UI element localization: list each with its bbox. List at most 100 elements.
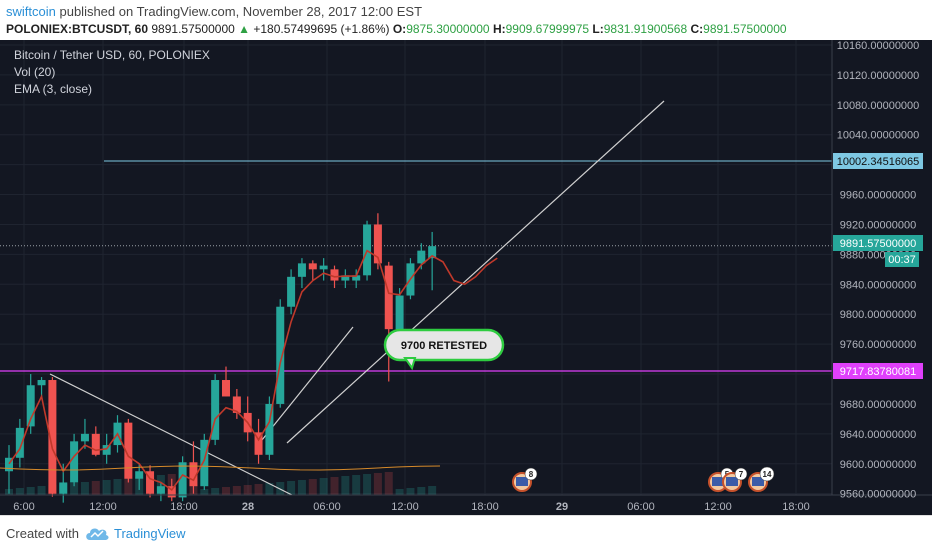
chart-legend: Bitcoin / Tether USD, 60, POLONIEX Vol (… (14, 48, 210, 96)
candle-body[interactable] (146, 471, 155, 494)
candle-body[interactable] (330, 269, 339, 281)
ema-line (8, 249, 498, 492)
open-label: O: (392, 22, 407, 36)
volume-bar (319, 478, 328, 495)
publish-line: swiftcoin published on TradingView.com, … (6, 4, 422, 19)
candle-body[interactable] (232, 396, 241, 413)
volume-bar (373, 473, 382, 495)
volume-bar (243, 485, 252, 495)
event-badge[interactable]: 7 (722, 467, 748, 492)
candle-body[interactable] (5, 457, 13, 472)
event-badge-count: 7 (739, 470, 744, 479)
y-tick-label: 10040.00000000 (837, 130, 920, 142)
chart-area[interactable]: 9700 RETESTED 8 5 7 (0, 40, 932, 515)
x-tick-label: 18:00 (170, 501, 198, 513)
y-tick-label: 9760.00000000 (840, 339, 916, 351)
chart-background (0, 40, 932, 515)
candle-body[interactable] (124, 422, 133, 479)
low-value: 9831.91900568 (603, 22, 688, 36)
event-badge[interactable]: 8 (512, 467, 538, 492)
volume-bar (330, 477, 339, 495)
x-tick-label: 12:00 (89, 501, 117, 513)
flag-icon (752, 477, 764, 486)
candle-body[interactable] (308, 263, 317, 270)
legend-title[interactable]: Bitcoin / Tether USD, 60, POLONIEX (14, 48, 210, 62)
volume-bar (254, 484, 263, 495)
last-price-tag-text: 9891.57500000 (840, 238, 916, 250)
candle-body[interactable] (297, 263, 306, 277)
candle-body[interactable] (265, 403, 274, 455)
price-chart[interactable]: 9700 RETESTED 8 5 7 (0, 40, 932, 515)
y-tick-label: 9560.00000000 (840, 489, 916, 501)
price-tags: 10002.34516065 9717.83780081 9891.575000… (833, 153, 923, 379)
volume-bar (91, 481, 100, 495)
change-value: +180.57499695 (+1.86%) (253, 22, 390, 36)
candle-body[interactable] (189, 462, 198, 487)
candle-body[interactable] (80, 433, 89, 442)
candle-body[interactable] (352, 275, 361, 281)
candle-body[interactable] (59, 482, 68, 494)
candle-body[interactable] (428, 246, 437, 259)
volume-bar (428, 486, 437, 495)
y-tick-label: 9640.00000000 (840, 429, 916, 441)
quote-line: POLONIEX:BTCUSDT, 60 9891.57500000 ▲ +18… (6, 22, 787, 36)
x-tick-label: 6:00 (13, 501, 34, 513)
volume-bar (406, 488, 415, 495)
candle-body[interactable] (319, 265, 328, 270)
candle-body[interactable] (37, 380, 46, 386)
trendline-short[interactable] (261, 326, 354, 441)
candle-body[interactable] (373, 224, 382, 264)
candle-body[interactable] (276, 306, 285, 404)
footer: Created with TradingView (0, 515, 932, 551)
candle-body[interactable] (135, 471, 144, 479)
candle-body[interactable] (417, 250, 426, 264)
candle-body[interactable] (395, 295, 404, 330)
tradingview-cloud-icon[interactable] (84, 524, 110, 542)
annotation-bubble[interactable] (383, 328, 505, 362)
volume-bar (395, 489, 404, 495)
candle-body[interactable] (200, 439, 209, 487)
candle-body[interactable] (91, 433, 100, 455)
volume-bar (308, 479, 317, 495)
trendline-main[interactable] (286, 100, 665, 444)
candle-body[interactable] (211, 380, 220, 440)
open-value: 9875.30000000 (406, 22, 490, 36)
author-link[interactable]: swiftcoin (6, 4, 56, 19)
candle-body[interactable] (287, 276, 296, 307)
volume-bar (287, 481, 296, 495)
event-badge[interactable]: 14 (748, 466, 775, 492)
event-badges: 8 5 7 14 (512, 466, 775, 492)
x-tick-label: 29 (556, 501, 568, 513)
time-axis[interactable]: 6:00 12:00 18:00 28 06:00 12:00 18:00 29 06:00 12… (13, 501, 809, 513)
candle-body[interactable] (15, 427, 24, 458)
candle-body[interactable] (178, 462, 187, 498)
candle-body[interactable] (167, 486, 176, 498)
x-tick-label: 06:00 (313, 501, 341, 513)
volume-bar (15, 488, 24, 495)
grid-lines (0, 40, 832, 495)
volume-bar (124, 478, 133, 495)
candle-body[interactable] (48, 380, 57, 494)
downtrend-line[interactable] (49, 373, 293, 496)
support-tag-text: 9717.83780081 (840, 366, 916, 378)
legend-volume[interactable]: Vol (20) (14, 65, 55, 79)
candle-body[interactable] (26, 385, 35, 427)
candle-body[interactable] (102, 445, 111, 455)
candle-body[interactable] (341, 275, 350, 281)
tradingview-link[interactable]: TradingView (114, 526, 186, 541)
volume-bar (211, 488, 220, 495)
candle-body[interactable] (222, 380, 230, 397)
volume-bar (37, 486, 46, 495)
candle-body[interactable] (254, 432, 263, 455)
annotation-callout[interactable]: 9700 RETESTED (383, 328, 505, 371)
volume-bar (70, 483, 79, 495)
legend-ema[interactable]: EMA (3, close) (14, 82, 92, 96)
candle-body[interactable] (156, 486, 165, 494)
high-label: H: (492, 22, 506, 36)
candle-body[interactable] (384, 265, 393, 330)
published-text: published on TradingView.com, November 2… (59, 4, 423, 19)
resistance-tag-text: 10002.34516065 (837, 156, 920, 168)
candle-body[interactable] (70, 441, 79, 483)
countdown-tag (885, 252, 919, 267)
volume-bar (232, 486, 241, 495)
